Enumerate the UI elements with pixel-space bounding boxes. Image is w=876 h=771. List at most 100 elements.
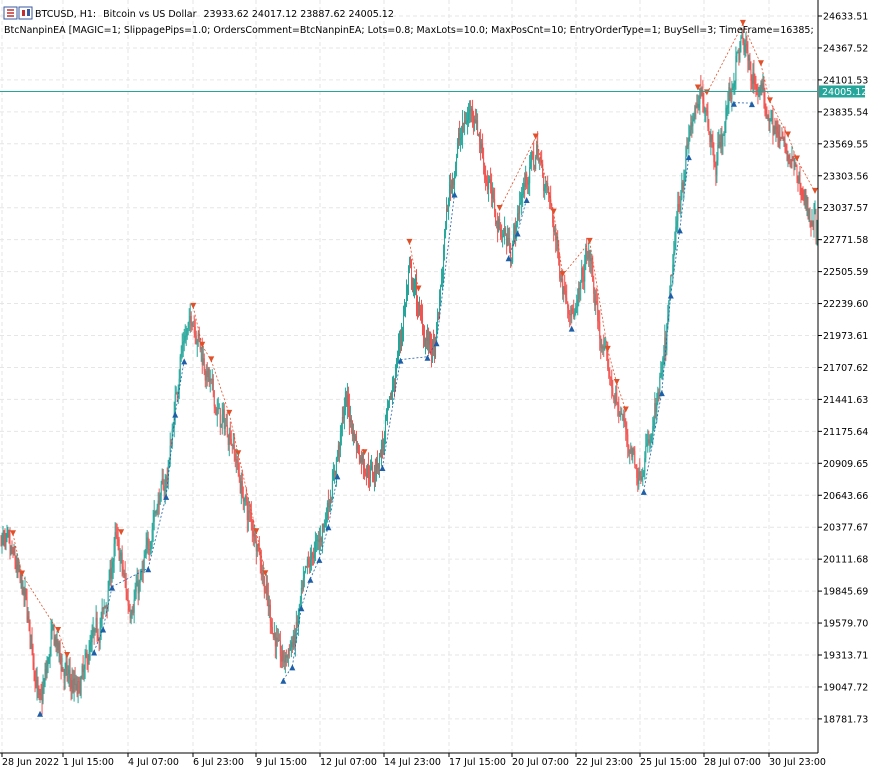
candle-body xyxy=(18,568,20,570)
candle-body xyxy=(516,221,518,236)
candle-body xyxy=(440,286,442,297)
candle-body xyxy=(719,141,721,147)
candle-body xyxy=(398,338,400,346)
time-axis-bg xyxy=(0,753,876,771)
candlesticks-icon[interactable] xyxy=(18,6,33,20)
candle-body xyxy=(559,259,561,279)
candle-body xyxy=(42,686,44,702)
candle-body xyxy=(587,258,589,260)
candle-body xyxy=(173,413,175,428)
candle-body xyxy=(591,258,593,264)
candle-body xyxy=(629,452,631,454)
sell-arrow xyxy=(694,84,701,91)
candle-body xyxy=(35,680,37,688)
candle-body xyxy=(476,120,478,124)
candle-body xyxy=(47,660,49,666)
buy-arrow xyxy=(748,101,755,108)
candle-body xyxy=(330,499,332,501)
candle-body xyxy=(741,36,743,38)
candle-body xyxy=(588,250,590,259)
candle-body xyxy=(154,511,156,514)
candle-body xyxy=(528,183,530,185)
candle-body xyxy=(195,335,197,345)
candle-body xyxy=(352,432,354,437)
candle-body xyxy=(553,222,555,232)
candle-body xyxy=(29,619,31,638)
candle-body xyxy=(437,317,439,324)
price-tick-label: 19579.70 xyxy=(823,619,868,630)
candle-body xyxy=(462,122,464,137)
candle-body xyxy=(137,580,139,594)
candle-body xyxy=(250,512,252,521)
candle-body xyxy=(498,218,500,232)
buy-arrow xyxy=(433,340,440,347)
candle-body xyxy=(144,554,146,558)
candle-body xyxy=(376,459,378,468)
candle-body xyxy=(733,83,735,87)
candle-body xyxy=(332,471,334,481)
candle-body xyxy=(778,136,780,144)
candle-body xyxy=(92,628,94,636)
candle-body xyxy=(647,439,649,444)
candle-body xyxy=(11,545,13,552)
price-tick-label: 20643.66 xyxy=(823,491,868,502)
candle-body xyxy=(793,158,795,167)
buy-link xyxy=(670,229,681,295)
time-tick-label: 30 Jul 23:00 xyxy=(769,757,826,768)
candle-body xyxy=(395,365,397,373)
candle-body xyxy=(454,174,456,185)
candle-body xyxy=(273,633,275,638)
candle-body xyxy=(339,433,341,450)
candle-body xyxy=(254,533,256,541)
candle-body xyxy=(316,539,318,541)
candle-body xyxy=(348,406,350,422)
candle-body xyxy=(83,668,85,673)
candle-body xyxy=(811,221,813,227)
buy-arrow xyxy=(505,255,512,262)
candle-body xyxy=(285,655,287,658)
candle-body xyxy=(2,535,4,538)
time-axis[interactable]: 28 Jun 2022 1 Jul 15:00 4 Jul 07:00 6 Jul 2… xyxy=(1,753,826,768)
candle-body xyxy=(278,639,280,641)
candle-body xyxy=(349,418,351,422)
candle-body xyxy=(55,637,57,647)
candle-body xyxy=(123,573,125,575)
bars-icon[interactable] xyxy=(3,6,18,20)
candle-body xyxy=(4,537,6,544)
buy-link xyxy=(174,360,185,414)
candle-body xyxy=(59,642,61,657)
candle-body xyxy=(370,466,372,469)
candle-body xyxy=(686,144,688,157)
time-tick-label: 12 Jul 07:00 xyxy=(320,757,377,768)
candle-body xyxy=(760,83,762,89)
candle-body xyxy=(274,633,276,647)
candle-body xyxy=(30,634,32,638)
candle-body xyxy=(291,642,293,648)
candle-body xyxy=(68,669,70,675)
candle-body xyxy=(292,634,294,648)
candle-body xyxy=(508,238,510,240)
candle-body xyxy=(499,218,501,229)
buy-arrow xyxy=(424,354,431,361)
price-axis[interactable]: 24633.51 24367.52 24101.53 23835.54 23569.55… xyxy=(818,12,868,726)
candle-body xyxy=(594,293,596,306)
candle-body xyxy=(16,564,18,570)
sell-link xyxy=(553,212,564,276)
candle-body xyxy=(687,144,689,146)
candle-body xyxy=(725,107,727,123)
candle-body xyxy=(375,459,377,476)
buy-arrow xyxy=(37,710,44,717)
candle-body xyxy=(130,614,132,619)
candle-body xyxy=(133,599,135,613)
candle-body xyxy=(313,553,315,559)
candle-body xyxy=(329,499,331,507)
candle-body xyxy=(548,186,550,195)
candle-body xyxy=(691,122,693,127)
current-price-badge xyxy=(819,85,865,98)
candle-body xyxy=(80,677,82,696)
candle-body xyxy=(791,157,793,161)
candle-body xyxy=(694,106,696,117)
candle-body xyxy=(192,326,194,328)
